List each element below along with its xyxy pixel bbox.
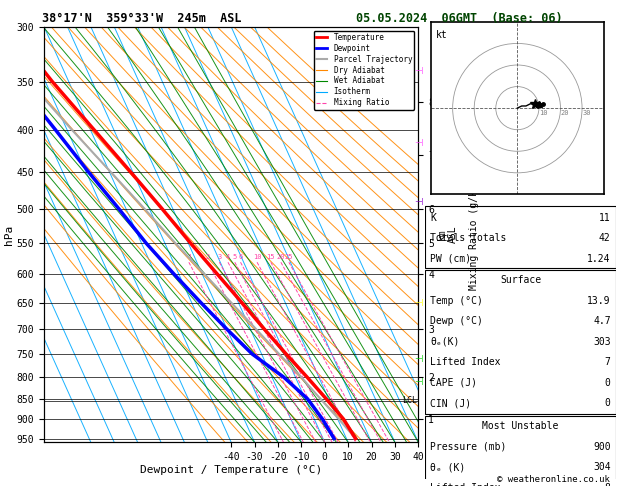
Text: K: K (430, 212, 436, 223)
Text: 15: 15 (267, 255, 275, 260)
Text: ⊣: ⊣ (414, 138, 423, 148)
Y-axis label: km
ASL: km ASL (437, 226, 459, 243)
Text: 10: 10 (253, 255, 261, 260)
Text: 42: 42 (599, 233, 611, 243)
Text: ⊣: ⊣ (414, 377, 423, 386)
Text: Dewp (°C): Dewp (°C) (430, 316, 483, 326)
Text: 7: 7 (605, 357, 611, 367)
Text: 8: 8 (605, 483, 611, 486)
Bar (425, 270, 616, 414)
Text: 0: 0 (605, 378, 611, 388)
Text: 4.7: 4.7 (593, 316, 611, 326)
Text: 1: 1 (187, 255, 191, 260)
Text: © weatheronline.co.uk: © weatheronline.co.uk (498, 474, 610, 484)
Text: 20: 20 (277, 255, 285, 260)
Text: 3: 3 (217, 255, 221, 260)
Text: 2: 2 (206, 255, 210, 260)
Text: Lifted Index: Lifted Index (430, 357, 501, 367)
Text: Most Unstable: Most Unstable (482, 421, 559, 431)
Text: Temp (°C): Temp (°C) (430, 296, 483, 306)
Legend: Temperature, Dewpoint, Parcel Trajectory, Dry Adiabat, Wet Adiabat, Isotherm, Mi: Temperature, Dewpoint, Parcel Trajectory… (314, 31, 415, 109)
Text: 304: 304 (593, 462, 611, 472)
Text: 10: 10 (539, 110, 547, 116)
Text: 1.24: 1.24 (587, 254, 611, 263)
Text: 4: 4 (226, 255, 230, 260)
Text: 303: 303 (593, 337, 611, 347)
Text: Lifted Index: Lifted Index (430, 483, 501, 486)
Text: 5: 5 (233, 255, 237, 260)
X-axis label: Dewpoint / Temperature (°C): Dewpoint / Temperature (°C) (140, 465, 322, 475)
Text: 0: 0 (605, 399, 611, 408)
Text: 20: 20 (560, 110, 569, 116)
Text: CIN (J): CIN (J) (430, 399, 472, 408)
Text: ⊣: ⊣ (414, 197, 423, 207)
Text: ⊣: ⊣ (414, 354, 423, 364)
Text: Surface: Surface (500, 275, 541, 285)
Bar (425, 206, 616, 268)
Text: ⊣: ⊣ (414, 67, 423, 76)
Text: 6: 6 (238, 255, 243, 260)
Text: LCL: LCL (403, 397, 418, 405)
Text: 11: 11 (599, 212, 611, 223)
Text: 13.9: 13.9 (587, 296, 611, 306)
Text: Totals Totals: Totals Totals (430, 233, 507, 243)
Text: kt: kt (435, 31, 447, 40)
Text: Pressure (mb): Pressure (mb) (430, 442, 507, 451)
Text: Mixing Ratio (g/kg): Mixing Ratio (g/kg) (469, 179, 479, 290)
Text: 38°17'N  359°33'W  245m  ASL: 38°17'N 359°33'W 245m ASL (42, 12, 242, 25)
Text: 30: 30 (582, 110, 591, 116)
Text: 05.05.2024  06GMT  (Base: 06): 05.05.2024 06GMT (Base: 06) (356, 12, 562, 25)
Text: CAPE (J): CAPE (J) (430, 378, 477, 388)
Text: 900: 900 (593, 442, 611, 451)
Bar (425, 416, 616, 486)
Text: 25: 25 (284, 255, 293, 260)
Text: ⊣: ⊣ (414, 298, 423, 308)
Text: θₑ (K): θₑ (K) (430, 462, 465, 472)
Y-axis label: hPa: hPa (4, 225, 14, 244)
Text: PW (cm): PW (cm) (430, 254, 472, 263)
Text: θₑ(K): θₑ(K) (430, 337, 460, 347)
